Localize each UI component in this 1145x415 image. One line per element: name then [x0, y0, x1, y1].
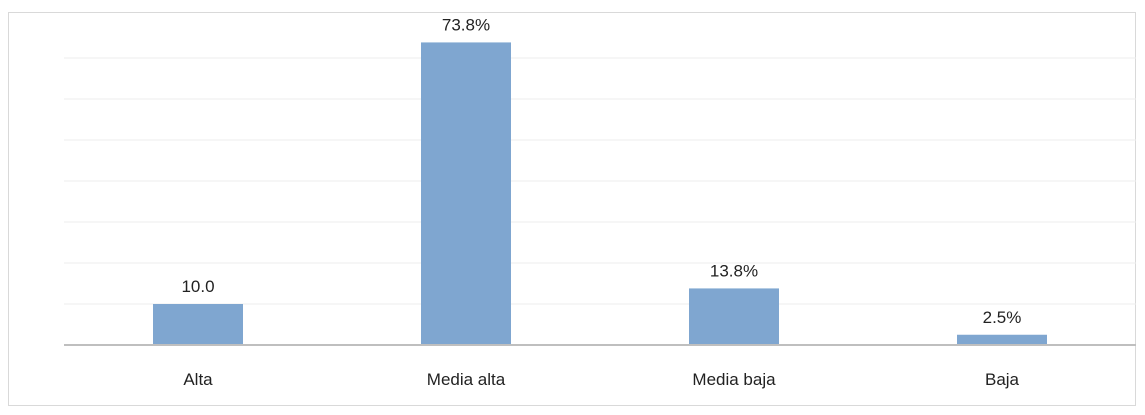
category-label: Media alta — [427, 370, 506, 389]
data-labels: 10.0 73.8% 13.8% 2.5% — [181, 15, 1021, 326]
bar-media-baja — [689, 288, 779, 345]
data-label: 13.8% — [710, 261, 758, 280]
bar-baja — [957, 334, 1047, 345]
category-label: Baja — [985, 370, 1020, 389]
category-label: Media baja — [692, 370, 776, 389]
gridlines — [64, 57, 1136, 305]
category-label: Alta — [183, 370, 213, 389]
data-label: 10.0 — [181, 277, 214, 296]
data-label: 73.8% — [442, 15, 490, 34]
data-label: 2.5% — [983, 308, 1022, 327]
bar-media-alta — [421, 42, 511, 346]
bars — [153, 42, 1047, 346]
bar-alta — [153, 304, 243, 345]
category-labels: Alta Media alta Media baja Baja — [183, 370, 1019, 389]
